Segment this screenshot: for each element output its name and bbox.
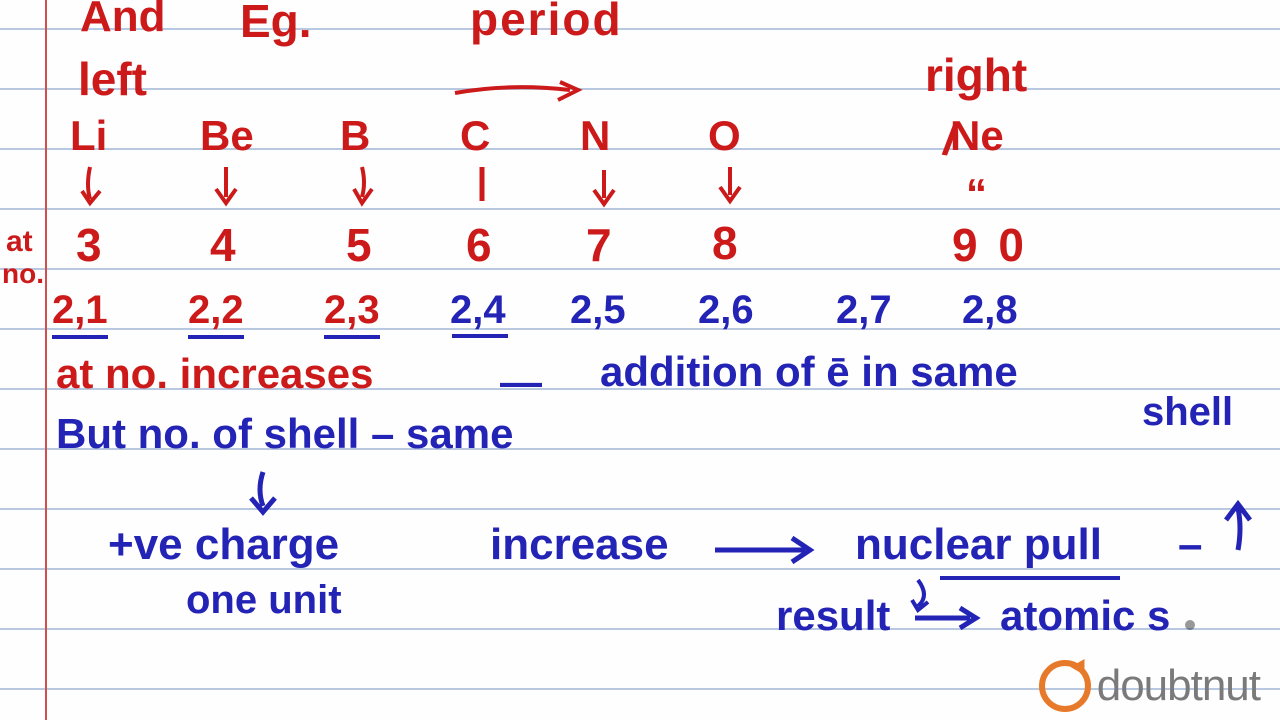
cfg-3: 2,4 — [450, 288, 506, 333]
down-arrow-icon-5 — [716, 165, 746, 210]
atno-3: 6 — [466, 218, 492, 272]
down-arrow-note-icon — [245, 470, 285, 520]
atno-0: 3 — [76, 218, 102, 272]
right-arrow-result-icon — [910, 604, 990, 634]
elem-sym-0: Li — [70, 112, 107, 160]
note3c: nuclear pull — [855, 520, 1102, 570]
pull-underline-icon — [940, 576, 1120, 580]
period-label: period — [470, 0, 623, 46]
elem-sym-2: B — [340, 112, 370, 160]
cfg-3-underline-icon — [452, 334, 508, 338]
atno-1: 4 — [210, 218, 236, 272]
note4a: result — [776, 592, 890, 640]
atno-4: 7 — [586, 218, 612, 272]
cfg-7: 2,8 — [962, 288, 1018, 333]
note3a: +ve charge — [108, 520, 339, 570]
note1a: at no. increases — [56, 350, 373, 398]
elem-sym-5: O — [708, 112, 741, 160]
up-arrow-pull-icon — [1220, 500, 1260, 560]
down-arrow-icon-1 — [212, 165, 242, 210]
dash-after-pull: – — [1178, 520, 1202, 570]
logo-circle-icon — [1039, 660, 1091, 712]
left-label: left — [78, 52, 147, 106]
down-arrow-icon-4 — [590, 168, 620, 213]
cfg-4: 2,5 — [570, 288, 626, 333]
elem-sym-4: N — [580, 112, 610, 160]
cfg-2: 2,3 — [324, 288, 380, 339]
note4b: atomic s — [1000, 592, 1170, 640]
doubtnut-logo: doubtnut — [1039, 660, 1260, 712]
atno-2: 5 — [346, 218, 372, 272]
note1-dash: — — [500, 358, 542, 406]
cfg-0: 2,1 — [52, 288, 108, 339]
atno-5: 8 — [712, 216, 738, 270]
down-arrow-icon-0 — [78, 165, 108, 210]
ne-quote-mark: “ — [966, 170, 987, 218]
side-at-label: at — [6, 225, 33, 259]
right-label: right — [925, 48, 1027, 102]
elem-sym-1: Be — [200, 112, 254, 160]
note1c: shell — [1142, 390, 1233, 435]
note2: But no. of shell – same — [56, 410, 513, 458]
atno-7: 9 0 — [952, 218, 1028, 272]
period-arrow-right-icon — [450, 78, 590, 108]
note3b: increase — [490, 520, 669, 570]
logo-text: doubtnut — [1097, 661, 1260, 711]
down-arrow-icon-2 — [350, 165, 380, 210]
right-arrow-increase-icon — [710, 530, 830, 570]
fragment-top-left: And — [80, 0, 166, 42]
cfg-5: 2,6 — [698, 288, 754, 333]
cfg-1: 2,2 — [188, 288, 244, 339]
cfg-6: 2,7 — [836, 288, 892, 333]
elem-sym-3: C — [460, 112, 490, 160]
eg-label: Eg. — [240, 0, 312, 48]
notebook-margin-line — [45, 0, 47, 720]
side-no-label: no. — [2, 258, 44, 290]
note3sub: one unit — [186, 578, 342, 623]
down-arrow-icon-3 — [472, 165, 492, 210]
cursor-dot-icon — [1185, 620, 1195, 630]
note1b: addition of ē in same — [600, 348, 1018, 396]
